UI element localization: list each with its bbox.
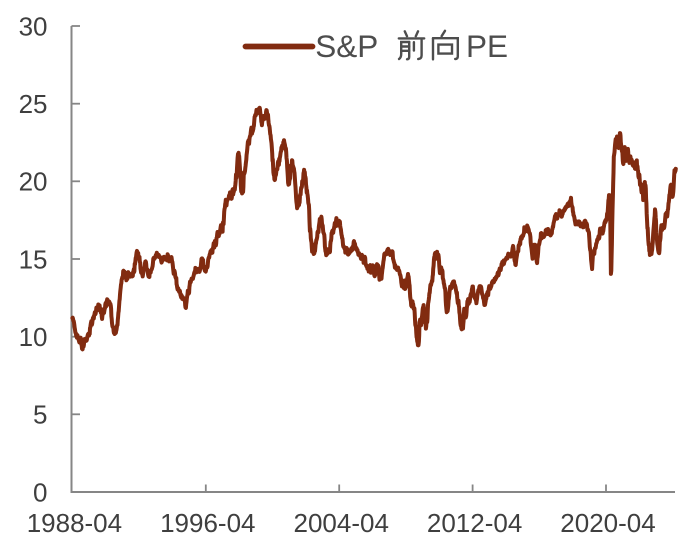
svg-text:15: 15 (19, 244, 48, 274)
svg-text:2012-04: 2012-04 (427, 508, 522, 538)
svg-text:10: 10 (19, 322, 48, 352)
svg-text:25: 25 (19, 89, 48, 119)
svg-text:2020-04: 2020-04 (560, 508, 655, 538)
svg-text:30: 30 (19, 11, 48, 41)
svg-text:5: 5 (33, 400, 47, 430)
svg-text:2004-04: 2004-04 (293, 508, 388, 538)
svg-text:PE: PE (466, 28, 508, 64)
svg-text:0: 0 (33, 477, 47, 507)
svg-text:S&P: S&P (315, 28, 378, 64)
svg-text:1996-04: 1996-04 (160, 508, 255, 538)
svg-text:20: 20 (19, 167, 48, 197)
svg-text:1988-04: 1988-04 (27, 508, 122, 538)
